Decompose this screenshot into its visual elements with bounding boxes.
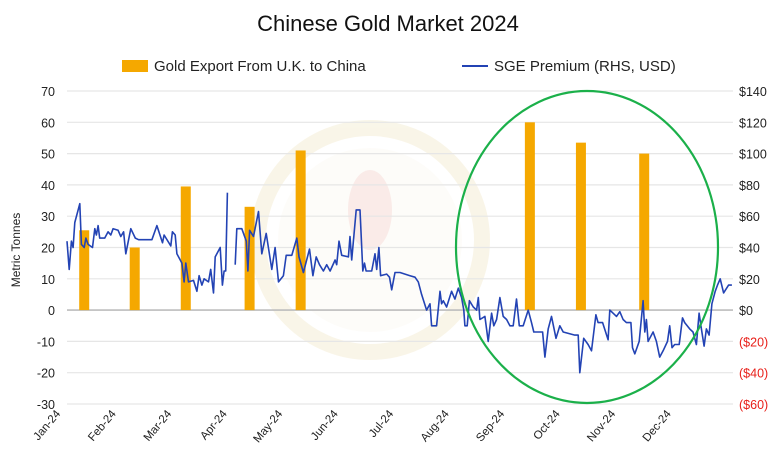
y-tick-label: 30 [41, 210, 55, 224]
x-tick-label: Feb-24 [86, 408, 119, 444]
x-tick-label: Dec-24 [641, 408, 674, 445]
bar [79, 230, 90, 311]
legend: Gold Export From U.K. to China SGE Premi… [122, 58, 676, 75]
y-tick-label: 0 [48, 304, 55, 318]
x-tick-label: Apr-24 [198, 408, 230, 443]
bar [180, 186, 191, 311]
y2-tick-label: $0 [739, 304, 753, 318]
y-tick-label: 20 [41, 242, 55, 256]
y2-tick-label: $80 [739, 179, 760, 193]
bar [575, 142, 586, 311]
premium-line [234, 209, 732, 374]
y2-tick-label: $40 [739, 242, 760, 256]
y2-axis-ticks: $140 $120 $100 $80 $60 $40 $20 $0 ($20) ($40) ($60… [739, 85, 768, 412]
y2-tick-label: $60 [739, 210, 760, 224]
y-tick-label: -10 [37, 335, 55, 349]
x-axis-ticks: Jan-24 Feb-24 Mar-24 Apr-24 May-24 Jun-24 Jul-… [31, 408, 674, 446]
y-tick-label: 10 [41, 273, 55, 287]
y2-tick-label: $140 [739, 85, 767, 99]
x-tick-label: Nov-24 [585, 408, 618, 445]
y-tick-label: 70 [41, 85, 55, 99]
y2-tick-label: $20 [739, 273, 760, 287]
y-tick-label: 40 [41, 179, 55, 193]
gridlines [67, 90, 733, 405]
y2-tick-label: $120 [739, 116, 767, 130]
y-axis-label: Metric Tonnes [9, 213, 23, 287]
legend-label-line: SGE Premium (RHS, USD) [494, 58, 676, 75]
x-tick-label: Jan-24 [31, 408, 63, 443]
y-axis-ticks: 70 60 50 40 30 20 10 0 -10 -20 -30 [37, 85, 55, 412]
x-tick-label: Oct-24 [531, 408, 563, 443]
y-tick-label: 60 [41, 116, 55, 130]
line-series [66, 192, 732, 374]
watermark-logo [250, 120, 490, 360]
x-tick-label: Jul-24 [367, 408, 397, 440]
bar [524, 122, 535, 311]
chart-title: Chinese Gold Market 2024 [257, 11, 519, 36]
y2-tick-label: ($40) [739, 367, 768, 381]
highlight-circle [454, 89, 720, 405]
y2-tick-label: ($20) [739, 335, 768, 349]
legend-label-bar: Gold Export From U.K. to China [154, 58, 366, 75]
x-tick-label: May-24 [251, 408, 285, 446]
y-tick-label: -30 [37, 398, 55, 412]
bar-series [79, 122, 650, 311]
legend-swatch-bar [122, 60, 148, 72]
premium-line [66, 192, 229, 294]
y-tick-label: -20 [37, 367, 55, 381]
y-tick-label: 50 [41, 148, 55, 162]
y2-tick-label: $100 [739, 148, 767, 162]
x-tick-label: Aug-24 [419, 408, 452, 445]
y2-tick-label: ($60) [739, 398, 768, 412]
x-tick-label: Jun-24 [309, 408, 341, 443]
bar [244, 206, 255, 311]
x-tick-label: Sep-24 [474, 408, 507, 445]
x-tick-label: Mar-24 [142, 408, 175, 444]
bar [295, 150, 306, 311]
bar [639, 153, 650, 311]
bar [129, 247, 140, 311]
